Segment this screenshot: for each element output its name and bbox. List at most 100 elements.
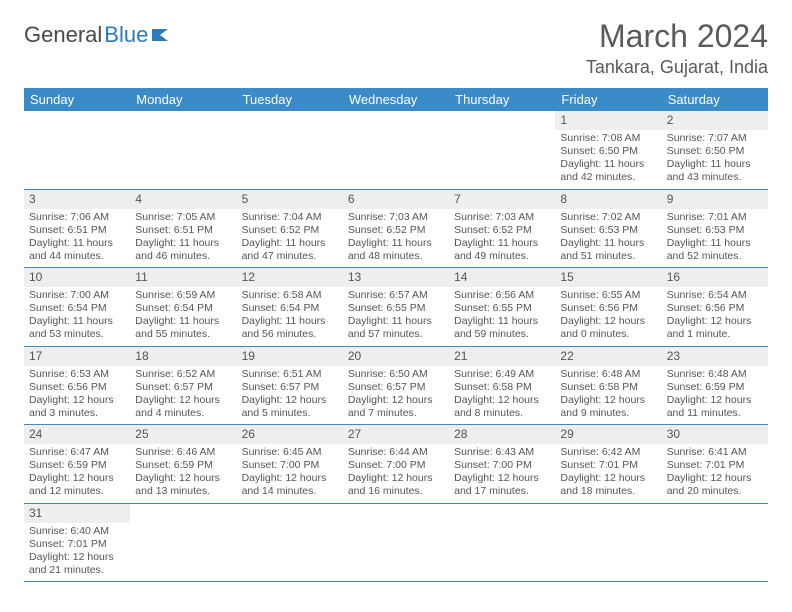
daylight-line: Daylight: 12 hours and 18 minutes. — [560, 472, 656, 498]
day-number: 25 — [130, 425, 236, 444]
calendar-day: 30Sunrise: 6:41 AMSunset: 7:01 PMDayligh… — [662, 425, 768, 504]
weekday-header: Wednesday — [343, 88, 449, 111]
sunset-line: Sunset: 7:01 PM — [560, 459, 656, 472]
sunrise-line: Sunrise: 6:57 AM — [348, 289, 444, 302]
calendar-day: 10Sunrise: 7:00 AMSunset: 6:54 PMDayligh… — [24, 268, 130, 347]
day-details: Sunrise: 6:59 AMSunset: 6:54 PMDaylight:… — [130, 287, 236, 346]
brand-part2: Blue — [104, 22, 148, 48]
sunset-line: Sunset: 6:56 PM — [560, 302, 656, 315]
daylight-line: Daylight: 12 hours and 9 minutes. — [560, 394, 656, 420]
sunset-line: Sunset: 6:57 PM — [348, 381, 444, 394]
sunset-line: Sunset: 7:00 PM — [348, 459, 444, 472]
daylight-line: Daylight: 12 hours and 17 minutes. — [454, 472, 550, 498]
daylight-line: Daylight: 11 hours and 51 minutes. — [560, 237, 656, 263]
sunset-line: Sunset: 6:52 PM — [242, 224, 338, 237]
day-number: 17 — [24, 347, 130, 366]
day-details: Sunrise: 6:52 AMSunset: 6:57 PMDaylight:… — [130, 366, 236, 425]
day-details: Sunrise: 6:51 AMSunset: 6:57 PMDaylight:… — [237, 366, 343, 425]
sunrise-line: Sunrise: 7:04 AM — [242, 211, 338, 224]
calendar-row: 10Sunrise: 7:00 AMSunset: 6:54 PMDayligh… — [24, 268, 768, 347]
daylight-line: Daylight: 11 hours and 44 minutes. — [29, 237, 125, 263]
sunset-line: Sunset: 7:00 PM — [454, 459, 550, 472]
sunrise-line: Sunrise: 7:01 AM — [667, 211, 763, 224]
sunset-line: Sunset: 6:57 PM — [135, 381, 231, 394]
day-number: 1 — [555, 111, 661, 130]
calendar-day: 29Sunrise: 6:42 AMSunset: 7:01 PMDayligh… — [555, 425, 661, 504]
sunrise-line: Sunrise: 6:42 AM — [560, 446, 656, 459]
daylight-line: Daylight: 12 hours and 5 minutes. — [242, 394, 338, 420]
weekday-header-row: SundayMondayTuesdayWednesdayThursdayFrid… — [24, 88, 768, 111]
sunrise-line: Sunrise: 7:03 AM — [454, 211, 550, 224]
day-number: 15 — [555, 268, 661, 287]
day-number: 11 — [130, 268, 236, 287]
calendar-day: 11Sunrise: 6:59 AMSunset: 6:54 PMDayligh… — [130, 268, 236, 347]
sunrise-line: Sunrise: 7:07 AM — [667, 132, 763, 145]
daylight-line: Daylight: 12 hours and 20 minutes. — [667, 472, 763, 498]
daylight-line: Daylight: 12 hours and 8 minutes. — [454, 394, 550, 420]
sunset-line: Sunset: 6:51 PM — [29, 224, 125, 237]
calendar-day: 5Sunrise: 7:04 AMSunset: 6:52 PMDaylight… — [237, 189, 343, 268]
sunrise-line: Sunrise: 6:54 AM — [667, 289, 763, 302]
calendar-day: 22Sunrise: 6:48 AMSunset: 6:58 PMDayligh… — [555, 346, 661, 425]
daylight-line: Daylight: 12 hours and 0 minutes. — [560, 315, 656, 341]
daylight-line: Daylight: 11 hours and 55 minutes. — [135, 315, 231, 341]
daylight-line: Daylight: 11 hours and 53 minutes. — [29, 315, 125, 341]
sunset-line: Sunset: 6:50 PM — [560, 145, 656, 158]
day-details: Sunrise: 6:58 AMSunset: 6:54 PMDaylight:… — [237, 287, 343, 346]
day-details: Sunrise: 6:40 AMSunset: 7:01 PMDaylight:… — [24, 523, 130, 582]
sunrise-line: Sunrise: 6:45 AM — [242, 446, 338, 459]
sunset-line: Sunset: 6:56 PM — [667, 302, 763, 315]
calendar-day: 9Sunrise: 7:01 AMSunset: 6:53 PMDaylight… — [662, 189, 768, 268]
sunrise-line: Sunrise: 7:02 AM — [560, 211, 656, 224]
sunrise-line: Sunrise: 7:06 AM — [29, 211, 125, 224]
calendar-empty — [130, 503, 236, 582]
day-details: Sunrise: 7:03 AMSunset: 6:52 PMDaylight:… — [449, 209, 555, 268]
day-details: Sunrise: 7:00 AMSunset: 6:54 PMDaylight:… — [24, 287, 130, 346]
sunrise-line: Sunrise: 6:48 AM — [667, 368, 763, 381]
calendar-day: 13Sunrise: 6:57 AMSunset: 6:55 PMDayligh… — [343, 268, 449, 347]
daylight-line: Daylight: 12 hours and 14 minutes. — [242, 472, 338, 498]
daylight-line: Daylight: 11 hours and 42 minutes. — [560, 158, 656, 184]
day-number: 23 — [662, 347, 768, 366]
sunset-line: Sunset: 6:54 PM — [29, 302, 125, 315]
day-number: 26 — [237, 425, 343, 444]
day-number: 5 — [237, 190, 343, 209]
calendar-empty — [24, 111, 130, 189]
sunset-line: Sunset: 7:00 PM — [242, 459, 338, 472]
calendar-row: 31Sunrise: 6:40 AMSunset: 7:01 PMDayligh… — [24, 503, 768, 582]
daylight-line: Daylight: 11 hours and 52 minutes. — [667, 237, 763, 263]
day-number: 8 — [555, 190, 661, 209]
calendar-empty — [449, 111, 555, 189]
day-details: Sunrise: 6:54 AMSunset: 6:56 PMDaylight:… — [662, 287, 768, 346]
calendar-day: 17Sunrise: 6:53 AMSunset: 6:56 PMDayligh… — [24, 346, 130, 425]
calendar-empty — [449, 503, 555, 582]
calendar-day: 21Sunrise: 6:49 AMSunset: 6:58 PMDayligh… — [449, 346, 555, 425]
sunset-line: Sunset: 6:54 PM — [242, 302, 338, 315]
day-details: Sunrise: 7:08 AMSunset: 6:50 PMDaylight:… — [555, 130, 661, 189]
day-number: 31 — [24, 504, 130, 523]
weekday-header: Monday — [130, 88, 236, 111]
sunset-line: Sunset: 6:51 PM — [135, 224, 231, 237]
day-number: 9 — [662, 190, 768, 209]
calendar-day: 4Sunrise: 7:05 AMSunset: 6:51 PMDaylight… — [130, 189, 236, 268]
day-details: Sunrise: 7:02 AMSunset: 6:53 PMDaylight:… — [555, 209, 661, 268]
calendar-day: 24Sunrise: 6:47 AMSunset: 6:59 PMDayligh… — [24, 425, 130, 504]
calendar-table: SundayMondayTuesdayWednesdayThursdayFrid… — [24, 88, 768, 582]
calendar-empty — [237, 111, 343, 189]
sunrise-line: Sunrise: 6:58 AM — [242, 289, 338, 302]
day-number: 7 — [449, 190, 555, 209]
calendar-day: 18Sunrise: 6:52 AMSunset: 6:57 PMDayligh… — [130, 346, 236, 425]
calendar-empty — [555, 503, 661, 582]
calendar-day: 7Sunrise: 7:03 AMSunset: 6:52 PMDaylight… — [449, 189, 555, 268]
day-number: 20 — [343, 347, 449, 366]
daylight-line: Daylight: 12 hours and 4 minutes. — [135, 394, 231, 420]
calendar-row: 17Sunrise: 6:53 AMSunset: 6:56 PMDayligh… — [24, 346, 768, 425]
day-number: 6 — [343, 190, 449, 209]
day-number: 18 — [130, 347, 236, 366]
daylight-line: Daylight: 11 hours and 49 minutes. — [454, 237, 550, 263]
calendar-day: 16Sunrise: 6:54 AMSunset: 6:56 PMDayligh… — [662, 268, 768, 347]
calendar-row: 24Sunrise: 6:47 AMSunset: 6:59 PMDayligh… — [24, 425, 768, 504]
title-block: March 2024 Tankara, Gujarat, India — [586, 18, 768, 78]
day-number: 28 — [449, 425, 555, 444]
calendar-day: 28Sunrise: 6:43 AMSunset: 7:00 PMDayligh… — [449, 425, 555, 504]
